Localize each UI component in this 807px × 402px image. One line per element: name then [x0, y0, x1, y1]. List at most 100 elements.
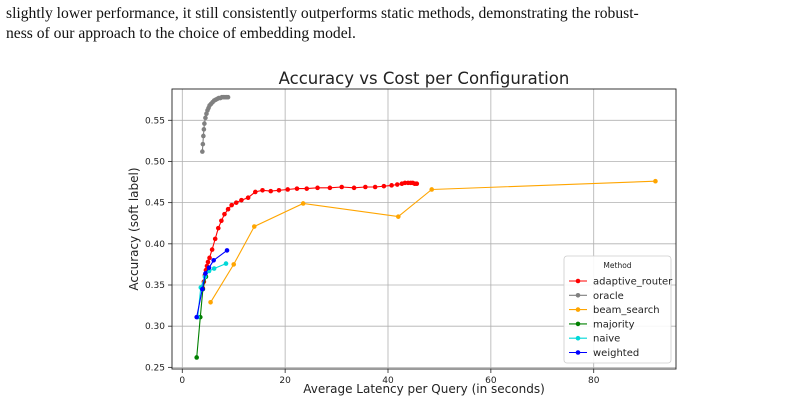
data-point [304, 186, 310, 191]
series-adaptive-router [200, 180, 420, 291]
x-tick-label: 20 [279, 376, 291, 386]
data-point [285, 187, 291, 192]
legend-marker [575, 335, 581, 341]
data-point [200, 286, 205, 292]
data-point [372, 184, 378, 190]
plot-frame [171, 88, 677, 370]
legend-marker [575, 307, 581, 312]
legend-label: majority [593, 319, 635, 330]
series-line [202, 182, 417, 289]
legend-label: weighted [593, 348, 639, 359]
data-point [222, 211, 227, 217]
data-point [225, 206, 231, 212]
legend-marker [575, 293, 581, 298]
x-axis-label: Average Latency per Query (in seconds) [303, 382, 545, 396]
data-point [414, 181, 420, 187]
data-point [194, 355, 199, 360]
y-tick-label: 0.45 [145, 199, 165, 209]
data-point [327, 185, 333, 191]
legend-marker [575, 350, 581, 355]
data-point [233, 200, 239, 205]
data-point [315, 185, 320, 191]
data-point [268, 188, 274, 194]
data-point [215, 225, 221, 231]
y-tick-label: 0.35 [145, 281, 165, 291]
data-point [211, 257, 216, 263]
data-point [381, 183, 387, 189]
data-point [225, 94, 231, 100]
data-point [394, 182, 400, 187]
data-point [212, 236, 218, 242]
axis-layer: 0 20 40 60 80 0.25 0.30 0.35 0.40 0.45 0.50 0.55 [145, 116, 600, 386]
data-point [231, 262, 237, 267]
data-point [200, 141, 206, 147]
series-beam-search [208, 178, 658, 305]
data-point [203, 115, 208, 121]
legend-label: adaptive_router [593, 277, 673, 288]
data-point [200, 149, 205, 154]
data-point [239, 197, 244, 203]
chart-title: Accuracy vs Cost per Configuration [279, 69, 570, 88]
legend-item-majority: majority [569, 319, 635, 330]
data-point [203, 271, 208, 276]
y-tick-label: 0.40 [145, 240, 165, 250]
legend-item-weighted: weighted [569, 348, 639, 359]
series-layer [194, 94, 658, 360]
data-point [363, 184, 368, 190]
x-tick-label: 60 [485, 376, 497, 386]
data-point [211, 266, 217, 271]
x-tick-label: 0 [179, 376, 185, 386]
legend-item-oracle: oracle [569, 291, 624, 302]
legend-item-naive: naive [569, 334, 620, 345]
y-axis-label: Accuracy (soft label) [127, 167, 141, 290]
data-point [202, 121, 207, 126]
data-point [339, 184, 345, 190]
y-tick-label: 0.25 [145, 363, 165, 373]
data-point [395, 214, 401, 219]
legend-label: oracle [593, 291, 624, 302]
legend-title: Method [603, 261, 631, 270]
y-tick-label: 0.30 [145, 322, 165, 332]
legend-item-beam-search: beam_search [569, 305, 660, 316]
legend-label: beam_search [593, 305, 660, 316]
data-point [223, 261, 229, 266]
paper-paragraph: slightly lower performance, it still con… [6, 4, 801, 44]
data-point [245, 195, 251, 201]
data-point [429, 187, 435, 192]
legend-label: naive [593, 334, 620, 345]
paragraph-line-2: ness of our approach to the choice of em… [6, 25, 356, 42]
legend-box [563, 255, 672, 364]
data-point [206, 265, 212, 271]
series-line [196, 249, 228, 318]
paragraph-line-1: slightly lower performance, it still con… [6, 5, 639, 22]
legend-marker [575, 278, 581, 284]
y-tick-label: 0.55 [145, 116, 165, 126]
series-line [196, 276, 207, 358]
data-point [229, 202, 234, 208]
data-point [300, 201, 306, 206]
data-point [201, 127, 207, 132]
data-point [194, 314, 199, 320]
data-point [224, 248, 230, 253]
data-point [260, 187, 265, 193]
data-point [276, 187, 282, 193]
x-tick-label: 80 [588, 376, 600, 386]
series-oracle [200, 94, 231, 154]
legend-item-adaptive-router: adaptive_router [569, 277, 673, 288]
data-point [653, 178, 658, 184]
data-point [251, 224, 257, 229]
data-point [253, 189, 258, 195]
data-point [219, 218, 224, 224]
data-point [205, 259, 211, 265]
legend-marker [575, 321, 581, 327]
data-point [208, 299, 213, 305]
data-point [207, 255, 212, 261]
y-tick-label: 0.50 [145, 157, 165, 167]
data-point [201, 133, 206, 139]
data-point [389, 183, 394, 188]
data-point [351, 185, 357, 191]
series-weighted [194, 248, 230, 320]
data-point [294, 186, 300, 191]
